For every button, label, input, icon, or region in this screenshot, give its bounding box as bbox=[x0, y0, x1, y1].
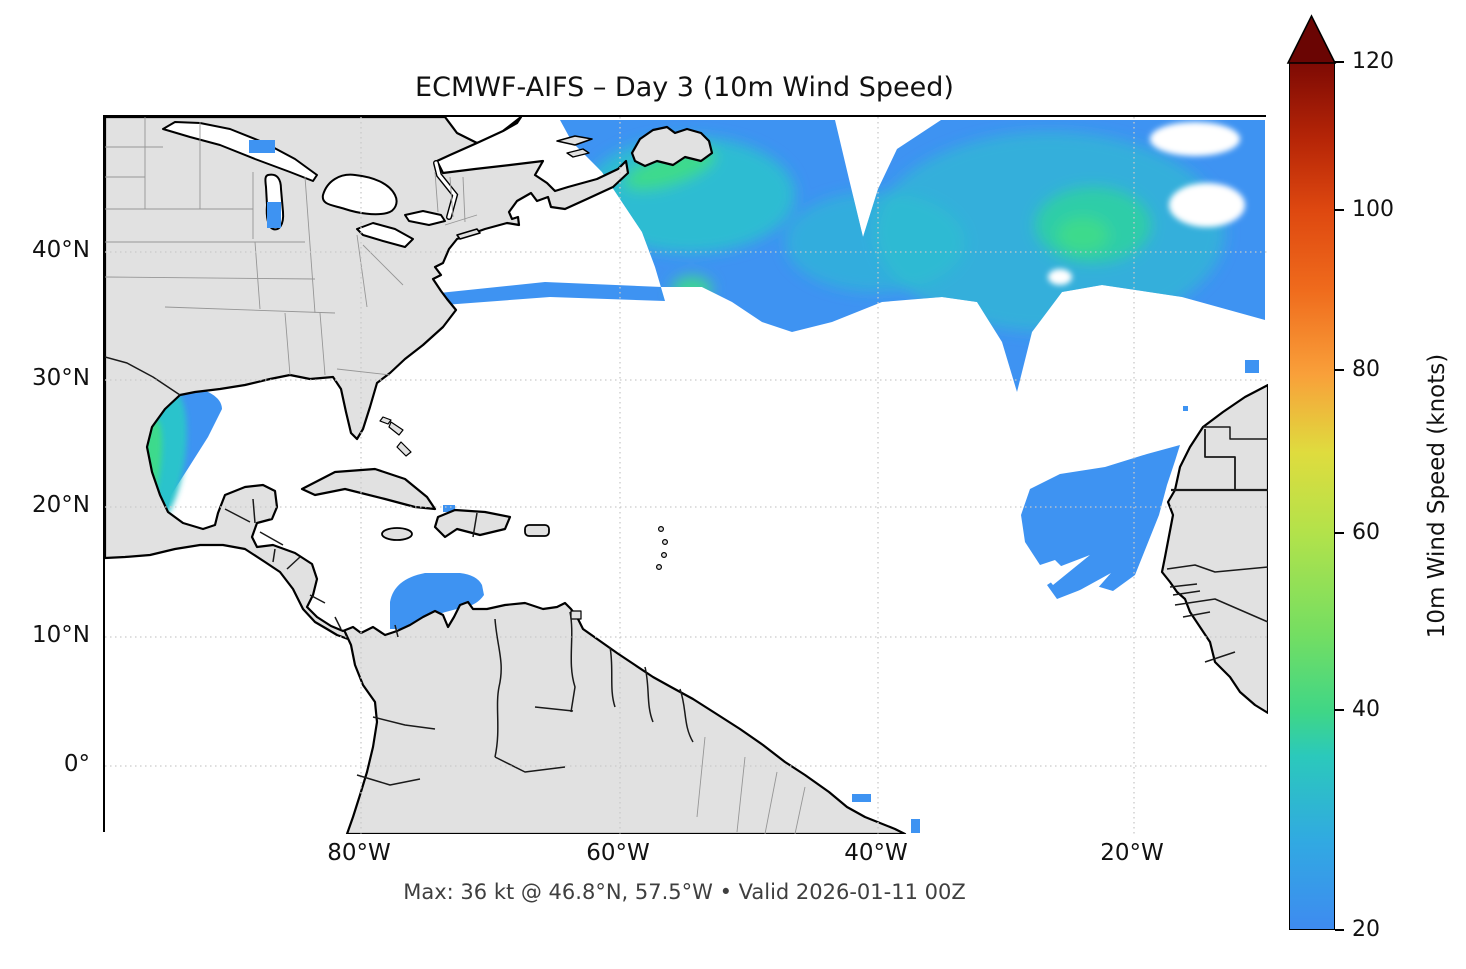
state-borders bbox=[105, 117, 806, 834]
newfoundland bbox=[630, 125, 714, 168]
lat-tick-label: 0° bbox=[63, 751, 90, 777]
cuba bbox=[300, 467, 437, 511]
lat-tick-label: 20°N bbox=[32, 492, 90, 518]
longitude-axis: 80°W 60°W 40°W 20°W bbox=[0, 840, 1466, 880]
colorbar-axis-label: 10m Wind Speed (knots) bbox=[1424, 353, 1450, 639]
colorbar-tick-label: 100 bbox=[1352, 197, 1394, 222]
lon-tick-label: 40°W bbox=[844, 840, 908, 866]
colorbar-tick-mark bbox=[1335, 369, 1344, 371]
great-lakes bbox=[162, 121, 446, 248]
map-axes bbox=[103, 115, 1268, 834]
land-layer bbox=[105, 117, 1268, 834]
lon-tick-label: 80°W bbox=[327, 840, 391, 866]
graticule bbox=[105, 117, 1268, 834]
colorbar-tick-mark bbox=[1335, 709, 1344, 711]
max-valid-caption: Max: 36 kt @ 46.8°N, 57.5°W • Valid 2026… bbox=[403, 880, 966, 904]
colorbar-tick-mark bbox=[1335, 61, 1344, 63]
colorbar-tick-label: 120 bbox=[1352, 49, 1394, 74]
lat-tick-label: 40°N bbox=[32, 237, 90, 263]
latitude-axis: 40°N 30°N 20°N 10°N 0° bbox=[0, 0, 98, 969]
lat-tick-label: 10°N bbox=[32, 622, 90, 648]
atlantic-wind-map bbox=[105, 117, 1268, 834]
lake-erie bbox=[356, 222, 414, 248]
lat-tick-label: 30°N bbox=[32, 365, 90, 391]
anticosti-island bbox=[556, 135, 593, 146]
jamaica bbox=[381, 527, 413, 541]
hispaniola bbox=[433, 508, 512, 539]
country-borders bbox=[105, 356, 1268, 786]
colorbar-extend-arrow bbox=[1286, 14, 1337, 64]
colorbar-tick-mark bbox=[1335, 209, 1344, 211]
prince-edward-island bbox=[566, 148, 590, 158]
long-island bbox=[456, 228, 481, 240]
colorbar-tick-mark bbox=[1335, 929, 1344, 931]
americas-mainland bbox=[105, 117, 907, 834]
lake-ontario bbox=[404, 210, 446, 226]
colorbar-tick-mark bbox=[1335, 532, 1344, 534]
colorbar-tick-label: 80 bbox=[1352, 357, 1380, 382]
bahamas bbox=[379, 416, 412, 457]
colorbar-tick-label: 20 bbox=[1352, 917, 1380, 942]
lake-huron bbox=[321, 173, 398, 216]
puerto-rico bbox=[524, 524, 550, 537]
chart-title: ECMWF-AIFS – Day 3 (10m Wind Speed) bbox=[415, 72, 954, 103]
lon-tick-label: 20°W bbox=[1100, 840, 1164, 866]
colorbar bbox=[1289, 62, 1335, 930]
colorbar-tick-label: 40 bbox=[1352, 697, 1380, 722]
africa bbox=[1160, 383, 1268, 715]
lake-wind-patches bbox=[249, 140, 281, 228]
lon-tick-label: 60°W bbox=[586, 840, 650, 866]
colorbar-tick-label: 60 bbox=[1352, 520, 1380, 545]
lesser-antilles bbox=[570, 526, 668, 620]
